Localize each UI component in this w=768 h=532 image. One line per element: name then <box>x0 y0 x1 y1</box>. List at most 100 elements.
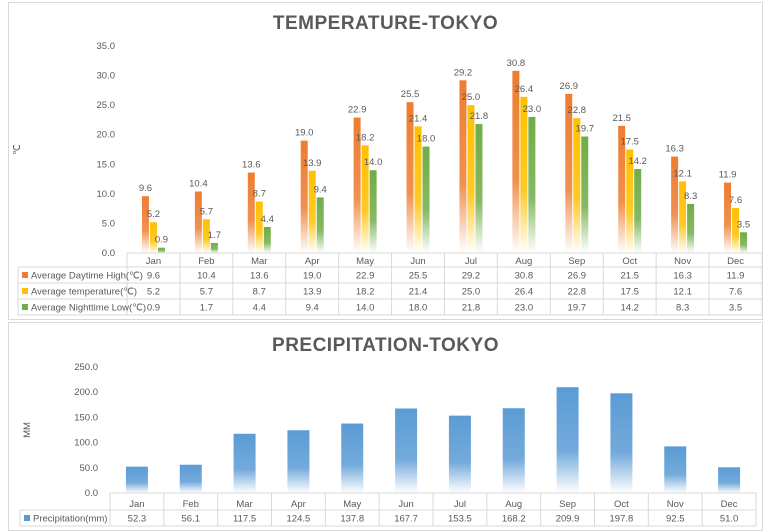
bar <box>149 222 157 253</box>
table-cell: 19.0 <box>303 271 322 282</box>
y-tick-label: 100.0 <box>74 438 98 449</box>
data-label: 19.0 <box>295 128 314 139</box>
x-category-label: Sep <box>568 256 585 267</box>
data-label: 1.7 <box>208 230 221 241</box>
legend-swatch <box>24 515 30 521</box>
x-category-label: Dec <box>721 499 738 510</box>
table-cell: 19.7 <box>568 303 587 314</box>
x-category-label: Apr <box>291 499 306 510</box>
table-cell: 8.7 <box>253 287 266 298</box>
data-label: 9.4 <box>314 184 327 195</box>
legend-swatch <box>22 304 28 310</box>
bar <box>255 201 263 253</box>
bar <box>263 226 271 253</box>
table-cell: 4.4 <box>253 303 266 314</box>
table-cell: 92.5 <box>666 514 685 525</box>
bar <box>395 408 418 493</box>
table-cell: 3.5 <box>729 303 742 314</box>
table-cell: 167.7 <box>394 514 418 525</box>
temperature-chart-title: TEMPERATURE-TOKYO <box>272 13 499 34</box>
bar <box>448 415 471 493</box>
table-cell: 26.4 <box>515 287 534 298</box>
data-label: 22.9 <box>348 105 367 116</box>
bar <box>732 208 740 253</box>
legend-label: Average Daytime High(℃) <box>31 271 143 282</box>
x-category-label: Nov <box>667 499 684 510</box>
bar <box>210 242 218 253</box>
x-category-label: Nov <box>674 256 691 267</box>
x-category-label: May <box>343 499 361 510</box>
bar <box>718 467 741 493</box>
x-category-label: May <box>356 256 374 267</box>
table-cell: 168.2 <box>502 514 526 525</box>
data-label: 12.1 <box>673 168 692 179</box>
table-cell: 13.6 <box>250 271 269 282</box>
table-cell: 10.4 <box>197 271 216 282</box>
bar <box>141 196 149 253</box>
table-cell: 30.8 <box>515 271 534 282</box>
data-label: 14.2 <box>628 156 647 167</box>
bar <box>687 203 695 253</box>
table-cell: 5.2 <box>147 287 160 298</box>
x-category-label: Oct <box>622 256 637 267</box>
bar <box>361 145 369 253</box>
data-label: 3.5 <box>737 219 750 230</box>
data-label: 18.0 <box>417 134 436 145</box>
data-label: 8.3 <box>684 191 697 202</box>
x-category-label: Dec <box>727 256 744 267</box>
table-cell: 18.0 <box>409 303 428 314</box>
table-cell: 117.5 <box>233 514 256 525</box>
x-category-label: Jan <box>146 256 161 267</box>
bar <box>573 118 581 253</box>
bar <box>512 70 520 253</box>
bar <box>556 387 579 493</box>
bar <box>581 136 589 253</box>
table-cell: 197.8 <box>610 514 634 525</box>
data-label: 5.2 <box>147 209 160 220</box>
precipitation-chart-panel: PRECIPITATION-TOKYO <box>8 322 763 531</box>
data-label: 9.6 <box>139 183 152 194</box>
legend-swatch <box>22 288 28 294</box>
data-label: 26.9 <box>560 81 579 92</box>
x-category-label: Mar <box>236 499 252 510</box>
y-tick-label: 250.0 <box>74 362 98 373</box>
bar <box>353 117 361 253</box>
y-tick-label: 15.0 <box>97 159 116 170</box>
y-axis-label: MM <box>22 422 33 438</box>
data-label: 16.3 <box>665 144 684 155</box>
table-cell: 11.9 <box>727 271 745 282</box>
x-category-label: Feb <box>183 499 199 510</box>
table-cell: 52.3 <box>128 514 147 525</box>
table-cell: 16.3 <box>673 271 692 282</box>
bar <box>565 93 573 253</box>
data-label: 18.2 <box>356 132 375 143</box>
y-tick-label: 150.0 <box>74 412 98 423</box>
bar <box>316 197 324 253</box>
bar <box>125 466 148 493</box>
y-tick-label: 0.0 <box>85 488 98 499</box>
bar <box>341 423 364 493</box>
data-label: 21.5 <box>612 113 631 124</box>
legend-label: Precipitation(mm) <box>33 514 107 525</box>
bar <box>618 125 626 253</box>
table-cell: 1.7 <box>200 303 213 314</box>
bar <box>287 430 310 493</box>
bar <box>520 96 528 253</box>
x-category-label: Jan <box>129 499 144 510</box>
legend-label: Average Nighttime Low(℃) <box>31 303 146 314</box>
bar <box>414 126 422 253</box>
y-tick-label: 0.0 <box>102 248 115 259</box>
y-axis-label: ℃ <box>12 144 23 155</box>
y-tick-label: 50.0 <box>80 463 99 474</box>
y-tick-label: 20.0 <box>97 130 116 141</box>
bar <box>300 140 308 253</box>
legend-swatch <box>22 272 28 278</box>
bar <box>740 232 748 253</box>
bar <box>528 116 536 253</box>
table-cell: 21.5 <box>620 271 639 282</box>
table-cell: 29.2 <box>462 271 481 282</box>
data-label: 13.6 <box>242 160 261 171</box>
table-cell: 21.8 <box>462 303 481 314</box>
data-label: 26.4 <box>515 84 534 95</box>
